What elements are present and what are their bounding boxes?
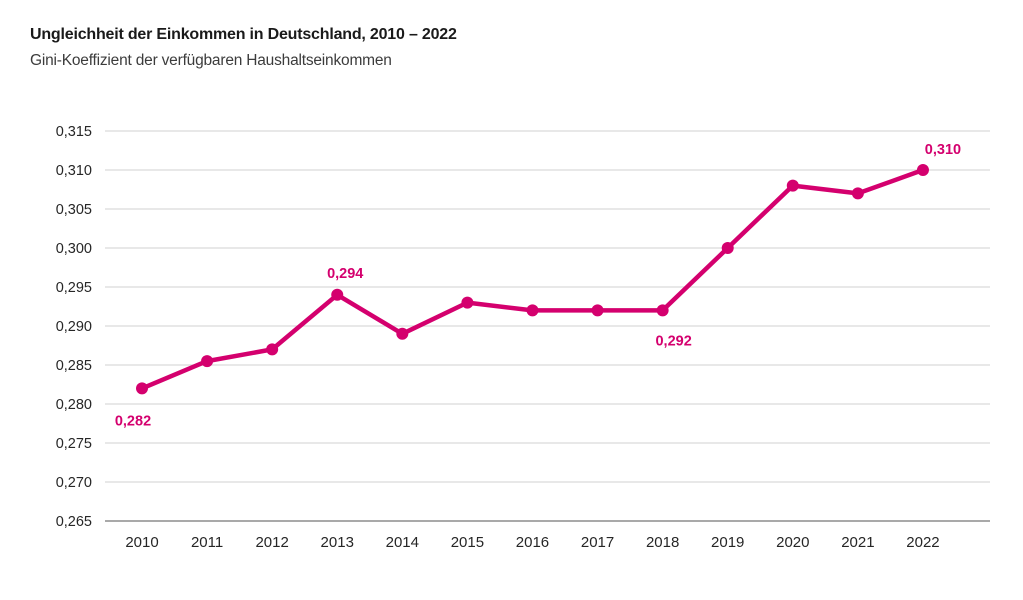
x-tick-label: 2019 [711,534,744,551]
y-tick-label: 0,295 [56,280,92,296]
x-tick-label: 2013 [321,534,354,551]
x-tick-label: 2011 [191,534,223,551]
data-point [136,382,148,395]
data-point [526,304,539,317]
data-point [916,164,929,176]
data-point [201,355,214,368]
point-value-label: 0,282 [115,413,151,429]
point-value-label: 0,294 [327,266,363,282]
x-tick-label: 2010 [125,534,158,551]
x-tick-label: 2014 [386,534,419,551]
x-tick-label: 2020 [776,534,809,551]
y-tick-label: 0,275 [56,436,92,452]
y-tick-label: 0,310 [56,163,92,179]
x-tick-label: 2015 [451,534,484,551]
x-tick-label: 2022 [906,534,939,551]
data-point [851,187,864,200]
x-tick-label: 2017 [581,534,614,551]
data-point [396,327,409,340]
y-tick-label: 0,300 [56,241,92,257]
x-tick-label: 2018 [646,534,679,551]
y-tick-label: 0,270 [56,475,92,491]
x-tick-label: 2016 [516,534,549,551]
x-tick-label: 2012 [255,534,288,551]
data-point [266,343,279,356]
data-point [331,288,344,301]
y-tick-label: 0,315 [56,124,92,140]
y-tick-label: 0,285 [56,358,92,374]
data-point [786,179,799,192]
data-point [721,242,734,254]
data-point [591,304,604,317]
point-value-label: 0,292 [655,333,691,349]
y-tick-label: 0,280 [56,397,92,413]
chart-title: Ungleichheit der Einkommen in Deutschlan… [30,26,457,43]
x-tick-label: 2021 [841,534,874,551]
data-line [139,167,926,391]
data-point [656,304,669,317]
chart-subtitle: Gini-Koeffizient der verfügbaren Haushal… [30,52,392,69]
y-tick-label: 0,265 [56,514,92,530]
data-point [461,296,474,309]
point-value-label: 0,310 [925,142,961,158]
y-tick-label: 0,305 [56,202,92,218]
y-tick-label: 0,290 [56,319,92,335]
